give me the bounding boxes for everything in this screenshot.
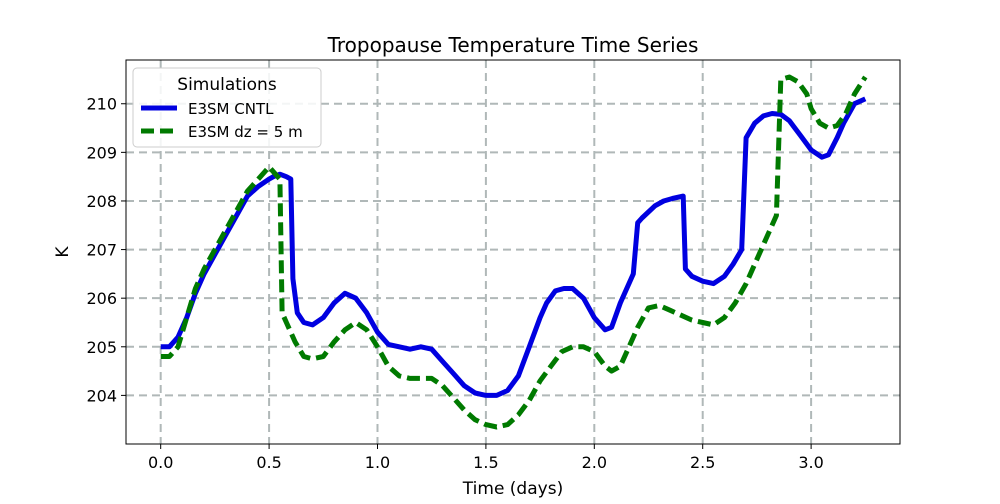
series-line-dz5 bbox=[160, 74, 868, 430]
y-axis-ticks: 204 205 206 207 208 209 210 bbox=[86, 95, 126, 405]
series-layer bbox=[160, 74, 868, 430]
x-tick-label: 2.0 bbox=[582, 453, 607, 472]
x-tick-label: 3.0 bbox=[798, 453, 823, 472]
x-tick-label: 2.5 bbox=[690, 453, 715, 472]
x-tick-label: 1.0 bbox=[365, 453, 390, 472]
legend-label-cntl: E3SM CNTL bbox=[188, 100, 274, 118]
y-tick-label: 205 bbox=[86, 338, 117, 357]
legend-label-dz5: E3SM dz = 5 m bbox=[188, 123, 303, 141]
x-tick-label: 0.0 bbox=[148, 453, 173, 472]
plot-frame bbox=[125, 59, 901, 445]
y-tick-label: 209 bbox=[86, 143, 117, 162]
x-tick-label: 1.5 bbox=[473, 453, 498, 472]
x-tick-label: 0.5 bbox=[256, 453, 281, 472]
y-tick-label: 207 bbox=[86, 241, 117, 260]
y-tick-label: 204 bbox=[86, 386, 117, 405]
y-tick-label: 208 bbox=[86, 192, 117, 211]
legend-box bbox=[132, 67, 322, 148]
grid bbox=[126, 60, 900, 444]
y-tick-label: 206 bbox=[86, 289, 117, 308]
legend-title: Simulations bbox=[177, 75, 277, 95]
legend: Simulations E3SM CNTL E3SM dz = 5 m bbox=[132, 67, 322, 148]
y-tick-label: 210 bbox=[86, 95, 117, 114]
chart-title: Tropopause Temperature Time Series bbox=[327, 33, 699, 57]
y-axis-label: K bbox=[53, 246, 73, 258]
x-axis-label: Time (days) bbox=[462, 479, 563, 499]
x-axis-ticks: 0.0 0.5 1.0 1.5 2.0 2.5 3.0 bbox=[148, 444, 824, 472]
